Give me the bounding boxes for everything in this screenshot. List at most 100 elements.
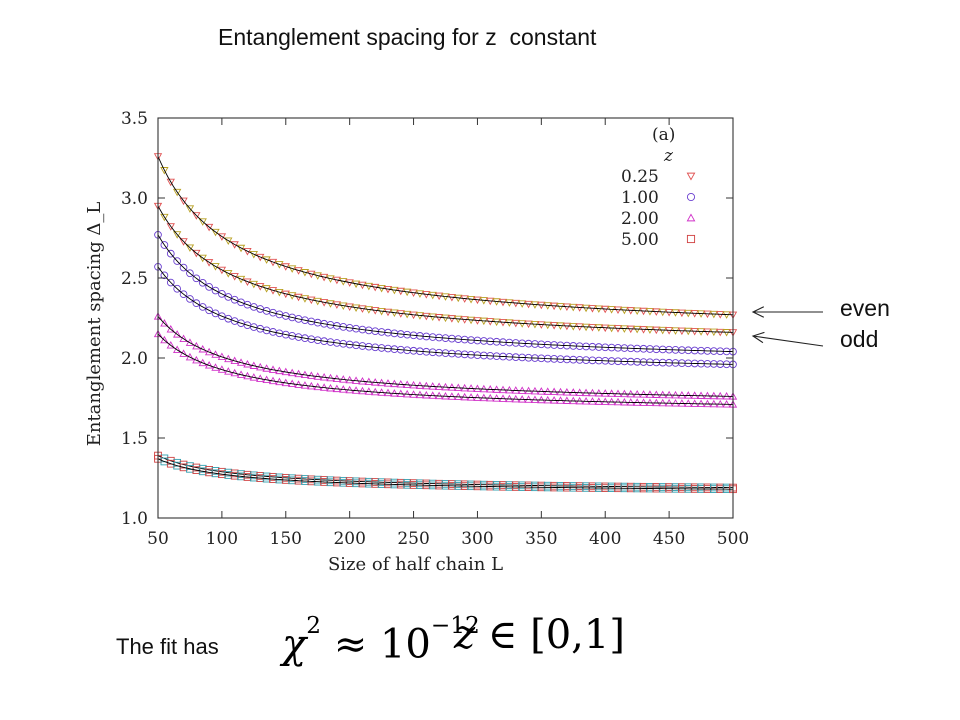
legend-label: 1.00 bbox=[621, 188, 659, 208]
z-range-expression: z ∈ [0,1] bbox=[454, 612, 625, 658]
series-0.25-odd bbox=[153, 202, 738, 337]
x-tick-label: 100 bbox=[206, 529, 238, 549]
slide-title: Entanglement spacing for z constant bbox=[218, 24, 597, 50]
data-point bbox=[224, 237, 233, 245]
y-tick-label: 2.0 bbox=[121, 349, 148, 369]
data-point bbox=[211, 263, 220, 271]
data-point bbox=[166, 223, 175, 231]
data-point bbox=[166, 278, 175, 287]
legend: z0.251.002.005.00 bbox=[621, 146, 696, 250]
series-2.00-even bbox=[153, 312, 738, 400]
x-tick-label: 250 bbox=[397, 529, 429, 549]
data-point bbox=[218, 312, 226, 321]
data-point bbox=[160, 271, 169, 280]
series-1.00-odd bbox=[154, 262, 737, 369]
x-tick-label: 450 bbox=[653, 529, 685, 549]
data-point bbox=[160, 319, 169, 327]
data-point bbox=[160, 167, 169, 175]
power-exponent: −12 bbox=[430, 612, 480, 639]
data-point bbox=[192, 212, 201, 220]
y-tick-label: 2.5 bbox=[121, 269, 148, 289]
chart-series-layer bbox=[153, 153, 738, 494]
fit-line bbox=[157, 316, 733, 397]
x-tick-label: 400 bbox=[589, 529, 621, 549]
data-point bbox=[173, 188, 182, 197]
data-point bbox=[166, 324, 175, 333]
fit-line bbox=[157, 205, 734, 333]
data-point bbox=[160, 335, 169, 344]
arrow-odd bbox=[752, 335, 824, 347]
x-tick-label: 200 bbox=[333, 529, 365, 549]
data-point bbox=[230, 241, 239, 249]
panel-label: (a) bbox=[652, 125, 675, 145]
data-point bbox=[179, 197, 188, 206]
data-point bbox=[179, 290, 188, 299]
data-point bbox=[230, 295, 239, 304]
series-5.00-odd bbox=[154, 454, 737, 494]
series-2.00-odd bbox=[153, 329, 738, 408]
y-tick-label: 3.0 bbox=[121, 189, 148, 209]
data-point bbox=[166, 249, 175, 258]
data-point bbox=[192, 299, 201, 307]
y-tick-label: 1.0 bbox=[121, 509, 148, 529]
data-point bbox=[217, 266, 227, 275]
data-point bbox=[179, 263, 188, 272]
legend-marker bbox=[686, 192, 696, 202]
fit-line bbox=[157, 333, 733, 405]
arrow-odd-head bbox=[751, 331, 765, 344]
y-tick-label: 3.5 bbox=[121, 109, 148, 129]
series-0.25-even bbox=[153, 153, 738, 320]
approx-symbol: ≈ bbox=[333, 621, 368, 668]
data-point bbox=[198, 218, 207, 226]
legend-title: z bbox=[663, 146, 674, 166]
y-tick-label: 1.5 bbox=[121, 429, 148, 449]
legend-marker bbox=[686, 213, 696, 222]
data-point bbox=[173, 345, 182, 354]
data-point bbox=[186, 269, 194, 278]
fit-line bbox=[157, 458, 733, 490]
z-interval: [0,1] bbox=[530, 612, 625, 658]
data-point bbox=[205, 283, 213, 291]
fit-chi-square-equation: χ2 ≈ 10−12 bbox=[282, 612, 480, 667]
annotation-even: even bbox=[840, 295, 890, 321]
x-tick-label: 350 bbox=[525, 529, 557, 549]
data-point bbox=[173, 231, 182, 239]
data-point bbox=[166, 178, 175, 187]
data-point bbox=[198, 254, 207, 263]
data-point bbox=[211, 286, 220, 295]
data-point bbox=[204, 223, 214, 232]
power-base: 10 bbox=[379, 621, 431, 668]
annotation-odd: odd bbox=[840, 326, 879, 352]
data-point bbox=[218, 290, 226, 298]
x-tick-label: 500 bbox=[717, 529, 749, 549]
data-point bbox=[186, 295, 194, 303]
arrow-even-head bbox=[751, 306, 765, 318]
data-point bbox=[160, 241, 169, 249]
data-point bbox=[179, 349, 188, 357]
data-point bbox=[192, 341, 201, 350]
legend-marker bbox=[686, 234, 696, 244]
legend-marker bbox=[686, 172, 696, 181]
x-axis-label: Size of half chain L bbox=[328, 554, 503, 575]
data-point bbox=[224, 270, 233, 278]
data-point bbox=[211, 228, 220, 237]
data-point bbox=[205, 306, 213, 315]
x-tick-label: 150 bbox=[270, 529, 302, 549]
annotation-arrows bbox=[751, 306, 824, 347]
data-point bbox=[192, 249, 201, 258]
x-tick-label: 300 bbox=[461, 529, 493, 549]
data-point bbox=[185, 352, 195, 361]
data-point bbox=[185, 338, 195, 346]
legend-label: 0.25 bbox=[621, 167, 659, 187]
fit-label: The fit has bbox=[116, 634, 219, 659]
data-point bbox=[217, 233, 227, 241]
x-tick-label: 50 bbox=[147, 529, 169, 549]
data-point bbox=[179, 238, 188, 246]
legend-label: 5.00 bbox=[621, 230, 659, 250]
data-point bbox=[173, 330, 182, 338]
data-point bbox=[236, 244, 246, 253]
fit-line bbox=[157, 156, 734, 316]
data-point bbox=[224, 293, 233, 301]
data-point bbox=[173, 257, 182, 265]
